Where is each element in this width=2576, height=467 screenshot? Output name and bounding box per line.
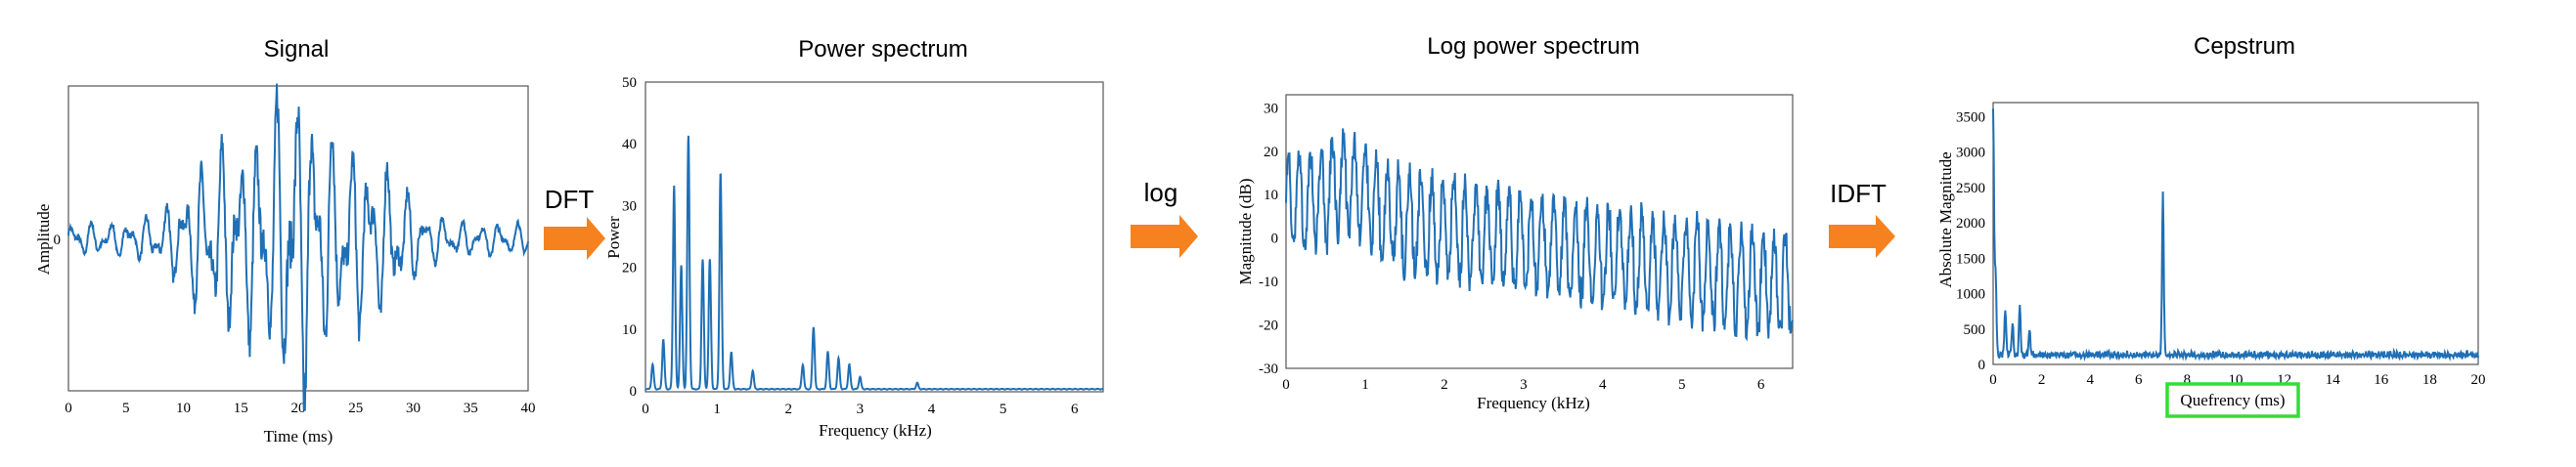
cepstrum-plot-frame bbox=[1992, 102, 2479, 365]
power-xtick-label: 2 bbox=[785, 402, 793, 417]
logpower-xtick-label: 3 bbox=[1520, 377, 1528, 393]
power-xtick-label: 4 bbox=[928, 402, 936, 417]
logpower-ylabel: Magnitude (dB) bbox=[1236, 178, 1255, 284]
signal-xtick-label: 10 bbox=[176, 401, 191, 416]
dft-step-label: DFT bbox=[545, 185, 595, 214]
cepstrum-ytick-label: 1000 bbox=[1956, 287, 1985, 303]
logpower-plot-frame bbox=[1285, 94, 1794, 369]
cepstrum-ytick-labels: 0 500 1000 1500 2000 2500 3000 3500 bbox=[1956, 109, 1985, 373]
signal-xtick-label: 40 bbox=[521, 401, 536, 416]
cepstrum-ytick-label: 2500 bbox=[1956, 181, 1985, 196]
logpower-xtick-label: 6 bbox=[1757, 377, 1765, 393]
power-ytick-label: 10 bbox=[622, 322, 637, 338]
logpower-xtick-label: 1 bbox=[1361, 377, 1369, 393]
power-ytick-label: 30 bbox=[622, 198, 637, 214]
cepstrum-xtick-label: 2 bbox=[2038, 372, 2046, 388]
power-ytick-label: 0 bbox=[630, 384, 638, 400]
idft-step-label: IDFT bbox=[1830, 179, 1887, 208]
power-ytick-label: 40 bbox=[622, 137, 637, 152]
logpower-xtick-label: 2 bbox=[1441, 377, 1448, 393]
logpower-xtick-label: 5 bbox=[1678, 377, 1686, 393]
cepstrum-ytick-label: 2000 bbox=[1956, 216, 1985, 232]
arrow-right-icon bbox=[544, 217, 605, 260]
arrow-right-icon bbox=[1131, 215, 1198, 258]
power-ytick-label: 50 bbox=[622, 75, 637, 91]
signal-xtick-label: 5 bbox=[122, 401, 130, 416]
signal-xtick-label: 0 bbox=[65, 401, 72, 416]
signal-xtick-label: 30 bbox=[406, 401, 421, 416]
cepstrum-ylabel: Absolute Magnitude bbox=[1936, 151, 1955, 287]
signal-xtick-label: 20 bbox=[291, 401, 306, 416]
cepstrum-xtick-label: 16 bbox=[2374, 372, 2389, 388]
signal-xtick-label: 35 bbox=[464, 401, 478, 416]
cepstrum-ytick-label: 3500 bbox=[1956, 109, 1985, 125]
logpower-ytick-label: 10 bbox=[1264, 188, 1278, 203]
log-power-spectrum-panel: Log power spectrum 0 1 2 3 4 5 6 -30 -20 -10 0 10 2… bbox=[1236, 33, 1794, 412]
cepstrum-xlabel: Quefrency (ms) bbox=[2180, 391, 2285, 409]
log-step-label: log bbox=[1144, 178, 1178, 207]
cepstrum-xtick-label: 14 bbox=[2326, 372, 2341, 388]
power-ytick-labels: 0 10 20 30 40 50 bbox=[622, 75, 637, 400]
power-xtick-label: 5 bbox=[999, 402, 1007, 417]
cepstrum-line bbox=[1992, 108, 2479, 361]
logpower-ytick-label: 20 bbox=[1264, 145, 1278, 160]
power-spectrum-panel: Power spectrum 0 1 2 3 4 5 6 0 10 20 30 40 50 Frequ… bbox=[604, 36, 1104, 440]
signal-xtick-label: 25 bbox=[348, 401, 363, 416]
logpower-ytick-label: -20 bbox=[1259, 318, 1278, 334]
power-xtick-label: 1 bbox=[713, 402, 721, 417]
log-power-spectrum-line bbox=[1285, 128, 1794, 342]
quefrency-highlight-box bbox=[2165, 382, 2300, 418]
cepstrum-xtick-label: 6 bbox=[2135, 372, 2143, 388]
cepstrum-ytick-label: 500 bbox=[1964, 322, 1986, 338]
signal-panel: Signal 0 5 10 15 20 25 30 35 40 0 Time (ms) Ampl… bbox=[34, 36, 536, 446]
logpower-ytick-label: 0 bbox=[1271, 232, 1279, 247]
power-xlabel: Frequency (kHz) bbox=[819, 421, 932, 440]
logpower-ytick-label: 30 bbox=[1264, 101, 1278, 116]
logpower-ytick-label: -10 bbox=[1259, 275, 1278, 290]
signal-waveform-line bbox=[67, 83, 529, 411]
logpower-xtick-label: 0 bbox=[1282, 377, 1290, 393]
power-plot-frame bbox=[644, 81, 1104, 393]
logpower-xlabel: Frequency (kHz) bbox=[1477, 394, 1590, 412]
signal-title: Signal bbox=[264, 36, 330, 63]
logpower-ytick-labels: -30 -20 -10 0 10 20 30 bbox=[1259, 101, 1278, 377]
power-xtick-label: 0 bbox=[642, 402, 649, 417]
cepstrum-panel: Cepstrum 0 2 4 6 8 10 12 14 16 18 20 0500100015002… bbox=[1936, 33, 2486, 418]
signal-plot-frame bbox=[67, 85, 529, 392]
logpower-xtick-labels: 0 1 2 3 4 5 6 bbox=[1282, 377, 1765, 393]
power-spectrum-line bbox=[644, 135, 1103, 391]
cepstrum-xtick-label: 8 bbox=[2184, 372, 2192, 388]
cepstrum-xtick-label: 20 bbox=[2471, 372, 2486, 388]
dft-step: DFT bbox=[544, 185, 605, 260]
cepstrum-xtick-label: 4 bbox=[2086, 372, 2094, 388]
cepstrum-xtick-label: 18 bbox=[2422, 372, 2437, 388]
idft-step: IDFT bbox=[1829, 179, 1895, 258]
arrow-right-icon bbox=[1829, 215, 1895, 258]
log-step: log bbox=[1131, 178, 1198, 258]
logpower-ytick-label: -30 bbox=[1259, 361, 1278, 377]
cepstrum-title: Cepstrum bbox=[2194, 33, 2295, 60]
cepstrum-ytick-label: 1500 bbox=[1956, 251, 1985, 267]
power-ylabel: Power bbox=[604, 216, 623, 259]
logpower-title: Log power spectrum bbox=[1427, 33, 1639, 60]
signal-xtick-label: 15 bbox=[234, 401, 248, 416]
cepstrum-xtick-labels: 0 2 4 6 8 10 12 14 16 18 20 bbox=[1989, 372, 2485, 388]
power-xtick-label: 6 bbox=[1071, 402, 1079, 417]
cepstrum-ytick-label: 0 bbox=[1978, 358, 1986, 373]
signal-ytick-zero: 0 bbox=[54, 233, 62, 248]
signal-ylabel: Amplitude bbox=[34, 204, 53, 276]
cepstrum-ytick-label: 3000 bbox=[1956, 146, 1985, 161]
signal-xlabel: Time (ms) bbox=[264, 427, 333, 446]
power-title: Power spectrum bbox=[798, 36, 967, 63]
cepstrum-xtick-label: 0 bbox=[1989, 372, 1997, 388]
power-xtick-label: 3 bbox=[857, 402, 865, 417]
logpower-xtick-label: 4 bbox=[1599, 377, 1607, 393]
signal-xtick-labels: 0 5 10 15 20 25 30 35 40 bbox=[65, 401, 535, 416]
power-ytick-label: 20 bbox=[622, 261, 637, 276]
power-xtick-labels: 0 1 2 3 4 5 6 bbox=[642, 402, 1079, 417]
